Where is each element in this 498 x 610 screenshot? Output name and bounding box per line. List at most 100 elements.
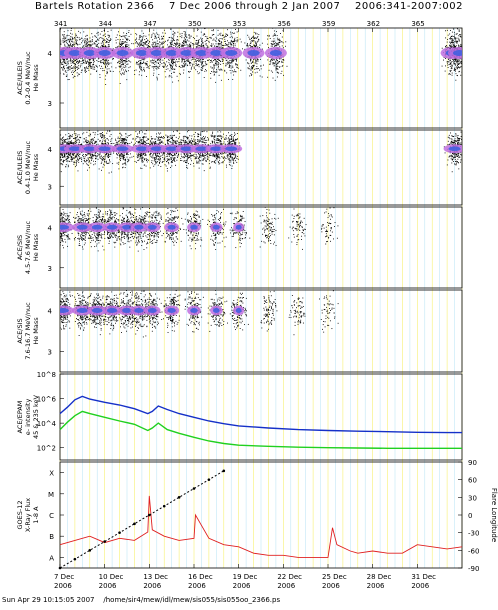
scatter-point	[276, 67, 278, 69]
scatter-point	[65, 37, 67, 39]
scatter-point	[121, 154, 122, 156]
scatter-point	[85, 137, 87, 139]
scatter-point	[123, 60, 125, 62]
scatter-point	[81, 69, 83, 71]
scatter-point	[85, 61, 87, 63]
scatter-point	[86, 38, 88, 40]
scatter-point	[170, 66, 172, 68]
scatter-point	[218, 43, 220, 45]
scatter-point	[184, 40, 186, 42]
scatter-point	[127, 154, 129, 156]
scatter-point	[229, 36, 231, 38]
scatter-point	[460, 36, 462, 38]
scatter-point	[142, 137, 143, 139]
scatter-point	[97, 158, 99, 160]
scatter-point	[77, 139, 78, 141]
scatter-point	[171, 59, 173, 61]
scatter-point	[256, 44, 258, 46]
scatter-point	[190, 68, 192, 70]
scatter-point	[103, 156, 105, 158]
scatter-point	[141, 43, 143, 45]
scatter-point	[232, 37, 233, 39]
scatter-point	[196, 43, 198, 45]
scatter-point	[101, 136, 103, 138]
scatter-point	[218, 66, 219, 68]
scatter-point	[142, 42, 144, 43]
scatter-point	[441, 65, 443, 67]
scatter-point	[104, 33, 106, 35]
scatter-point	[57, 57, 58, 58]
scatter-point	[127, 63, 129, 65]
scatter-point	[124, 45, 126, 47]
scatter-point	[172, 59, 174, 61]
scatter-point	[106, 162, 107, 164]
scatter-point	[197, 73, 199, 75]
scatter-point	[119, 39, 121, 40]
scatter-point	[141, 63, 143, 65]
scatter-point	[258, 38, 259, 40]
scatter-point	[81, 152, 83, 153]
scatter-point	[224, 41, 226, 42]
scatter-point	[87, 169, 88, 171]
scatter-point	[141, 157, 143, 159]
page-title: Bartels Rotation 2366 7 Dec 2006 through…	[35, 1, 463, 12]
scatter-point	[232, 41, 233, 42]
scatter-point	[126, 79, 128, 81]
scatter-point	[273, 41, 275, 43]
scatter-point	[158, 74, 160, 75]
scatter-point	[453, 42, 455, 44]
scatter-point	[140, 68, 142, 70]
scatter-point	[69, 143, 71, 144]
scatter-point	[178, 57, 180, 59]
scatter-point	[85, 70, 87, 72]
scatter-point	[125, 44, 127, 45]
scatter-point	[169, 63, 171, 65]
scatter-point	[95, 155, 97, 157]
scatter-point	[183, 41, 185, 43]
scatter-point	[74, 41, 76, 43]
scatter-point	[91, 33, 93, 35]
scatter-point	[136, 156, 138, 158]
scatter-point	[454, 63, 456, 65]
scatter-point	[253, 45, 255, 47]
scatter-point	[92, 36, 94, 38]
scatter-point	[63, 67, 65, 69]
scatter-point	[215, 41, 217, 42]
scatter-point	[122, 141, 124, 142]
scatter-point	[158, 36, 160, 38]
scatter-point	[455, 73, 457, 75]
scatter-point	[197, 42, 199, 44]
scatter-point	[93, 62, 94, 64]
scatter-point	[87, 157, 89, 159]
scatter-point	[127, 57, 129, 59]
scatter-point	[117, 143, 119, 145]
scatter-point	[68, 40, 70, 42]
scatter-point	[113, 143, 115, 144]
scatter-point	[122, 158, 124, 160]
scatter-point	[236, 31, 238, 33]
scatter-point	[138, 43, 140, 45]
scatter-point	[139, 63, 141, 65]
scatter-point	[279, 39, 281, 41]
scatter-point	[128, 32, 130, 33]
scatter-point	[142, 136, 144, 138]
scatter-point	[95, 158, 97, 159]
scatter-point	[69, 136, 71, 138]
scatter-point	[218, 68, 220, 70]
density-core-inner	[195, 50, 208, 56]
scatter-point	[92, 58, 94, 60]
scatter-point	[255, 46, 257, 48]
scatter-point	[242, 48, 243, 50]
scatter-point	[66, 39, 68, 41]
scatter-point	[157, 33, 159, 35]
scatter-point	[100, 134, 102, 136]
scatter-point	[62, 34, 64, 36]
scatter-point	[213, 65, 215, 67]
scatter-point	[174, 32, 176, 33]
scatter-point	[227, 62, 229, 64]
scatter-point	[250, 67, 252, 69]
scatter-point	[460, 43, 462, 45]
scatter-point	[89, 63, 91, 65]
scatter-point	[83, 156, 84, 158]
scatter-point	[96, 155, 98, 157]
